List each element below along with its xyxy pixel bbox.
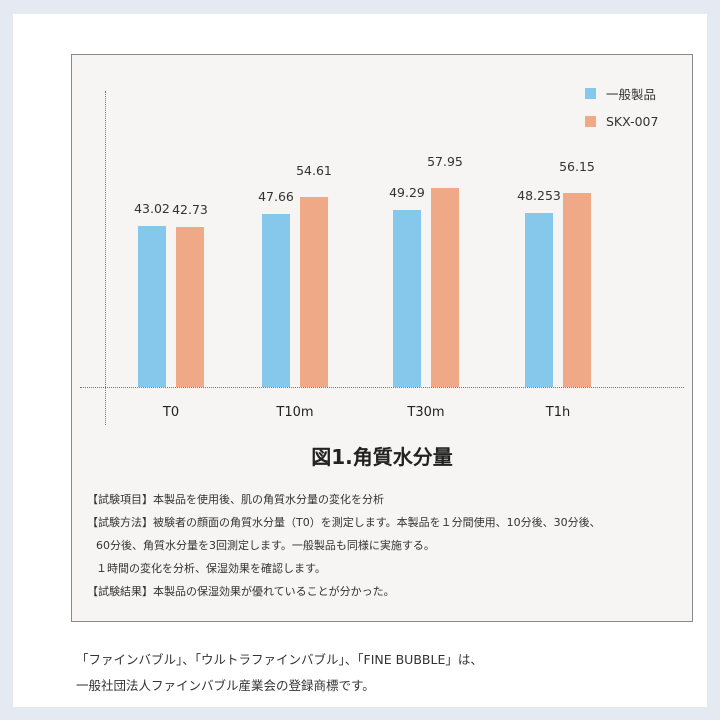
bar-T10m-general xyxy=(262,214,290,387)
legend-label: SKX-007 xyxy=(606,113,659,129)
data-label: 49.29 xyxy=(389,185,425,201)
x-tick-label: T0 xyxy=(162,405,180,420)
bar-chart: 一般製品 SKX-007 43.02 42.73 T0 47.66 54.61 T10m 4… xyxy=(72,55,692,475)
bar-T0-skx007 xyxy=(176,226,204,387)
note-test-item: 【試験項目】本製品を使用後、肌の角質水分量の変化を分析 xyxy=(87,493,384,506)
chart-panel: 一般製品 SKX-007 43.02 42.73 T0 47.66 54.61 T10m 4… xyxy=(71,54,693,622)
figure-title: 図1.角質水分量 xyxy=(311,445,453,469)
note-test-method: 【試験方法】被験者の顔面の角質水分量（T0）を測定します。本製品を１分間使用、1… xyxy=(87,516,601,529)
note-test-method-cont2: １時間の変化を分析、保湿効果を確認します。 xyxy=(96,562,326,575)
data-label: 56.15 xyxy=(559,158,595,174)
trademark-line-2: 一般社団法人ファインバブル産業会の登録商標です。 xyxy=(76,678,375,693)
y-axis xyxy=(105,91,106,425)
legend-item-skx007: SKX-007 xyxy=(585,107,658,135)
note-test-result: 【試験結果】本製品の保湿効果が優れていることが分かった。 xyxy=(87,585,395,598)
x-tick-label: T1h xyxy=(545,405,571,420)
bar-T0-general xyxy=(138,226,166,387)
bar-T1h-skx007 xyxy=(563,192,591,387)
bar-T10m-skx007 xyxy=(300,196,328,387)
bar-T30m-general xyxy=(393,210,421,387)
data-label: 57.95 xyxy=(427,154,463,170)
data-label: 47.66 xyxy=(258,189,294,205)
legend-swatch-icon xyxy=(585,87,596,99)
data-label: 42.73 xyxy=(172,201,208,217)
bar-T30m-skx007 xyxy=(431,188,459,387)
data-label: 48.253 xyxy=(517,187,561,203)
legend-swatch-icon xyxy=(585,115,596,127)
note-test-method-cont: 60分後、角質水分量を3回測定します。一般製品も同様に実施する。 xyxy=(96,539,435,552)
x-tick-label: T10m xyxy=(276,405,314,420)
legend-item-general: 一般製品 xyxy=(585,79,658,107)
x-tick-label: T30m xyxy=(407,405,445,420)
x-axis xyxy=(80,387,684,388)
data-label: 54.61 xyxy=(296,162,332,178)
trademark-line-1: 「ファインバブル」、「ウルトラファインバブル」、「FINE BUBBLE」は、 xyxy=(76,652,483,667)
content-card: 一般製品 SKX-007 43.02 42.73 T0 47.66 54.61 T10m 4… xyxy=(13,14,707,707)
test-notes: 【試験項目】本製品を使用後、肌の角質水分量の変化を分析 【試験方法】被験者の顔面… xyxy=(87,488,601,603)
legend-label: 一般製品 xyxy=(606,86,657,102)
bar-T1h-general xyxy=(525,212,553,387)
trademark-notice: 「ファインバブル」、「ウルトラファインバブル」、「FINE BUBBLE」は、 … xyxy=(76,647,483,699)
chart-legend: 一般製品 SKX-007 xyxy=(585,79,658,135)
data-label: 43.02 xyxy=(134,201,170,216)
